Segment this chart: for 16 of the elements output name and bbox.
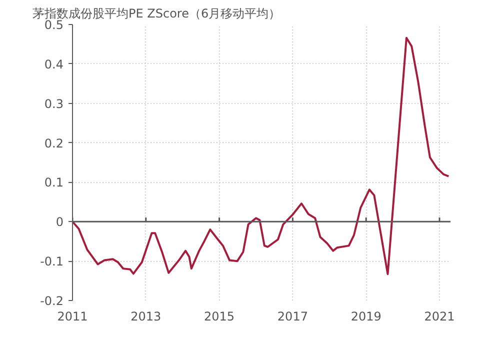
- y-tick-label: 0.4: [44, 57, 64, 72]
- x-tick-label: 2015: [204, 310, 235, 324]
- x-tick-label: 2017: [277, 310, 308, 324]
- y-tick-label: -0.1: [40, 254, 64, 269]
- x-tick-label: 2021: [424, 310, 455, 324]
- y-tick-label: 0.5: [44, 18, 64, 32]
- y-tick-label: 0: [56, 215, 64, 230]
- y-tick-label: 0.2: [44, 136, 64, 150]
- chart-title: 茅指数成份股平均PE ZScore（6月移动平均）: [32, 6, 281, 20]
- y-tick-label: 0.3: [44, 96, 64, 111]
- x-tick-label: 2011: [57, 310, 88, 324]
- x-tick-label: 2019: [350, 310, 382, 324]
- line-series: [72, 36, 450, 276]
- y-tick-label: 0.1: [44, 176, 64, 190]
- y-tick-label: -0.2: [40, 294, 64, 308]
- x-tick-label: 2013: [130, 310, 162, 324]
